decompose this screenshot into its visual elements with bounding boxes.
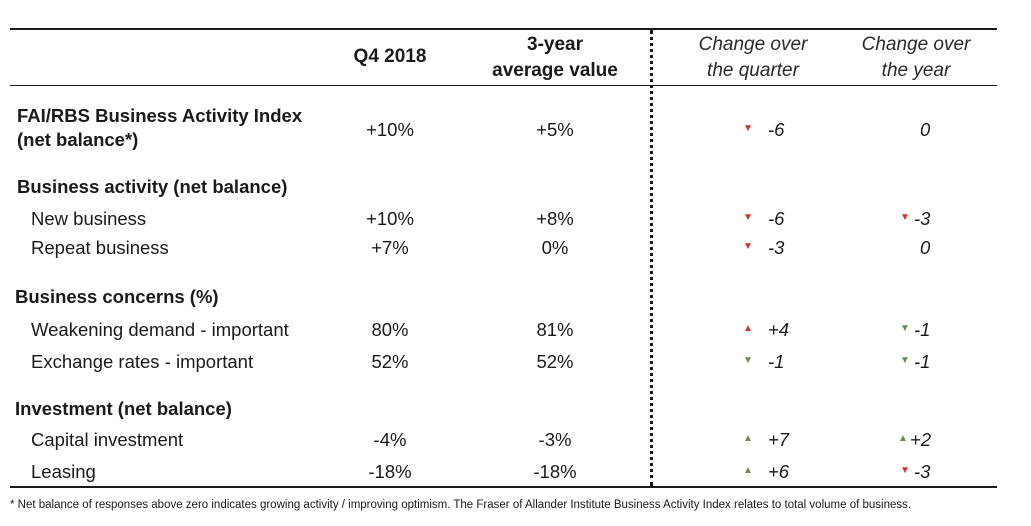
- table-row: Weakening demand - important 80% 81% ▲ +…: [0, 319, 1031, 349]
- avg-value: +8%: [536, 208, 574, 229]
- avg-value: -18%: [533, 461, 577, 482]
- bottom-rule: [10, 486, 997, 488]
- header-change-year: Change over the year: [841, 32, 991, 84]
- section-title: Business activity (net balance): [17, 176, 288, 197]
- header-avg-line2: average value: [492, 60, 618, 81]
- chg-y-value: 0: [920, 237, 931, 258]
- q4-value: 80%: [371, 319, 409, 340]
- section-header: Business activity (net balance): [0, 176, 1031, 206]
- header-rule: [10, 85, 997, 86]
- section-title: Business concerns (%): [15, 286, 219, 307]
- up-arrow-icon: ▲: [898, 433, 908, 444]
- chg-y-value: -1: [914, 351, 931, 372]
- up-arrow-icon: ▲: [743, 465, 753, 476]
- table-row: Leasing -18% -18% ▲ +6 ▼ -3: [0, 461, 1031, 491]
- table-row: Capital investment -4% -3% ▲ +7 ▲ +2: [0, 429, 1031, 459]
- row-label-line2: (net balance*): [17, 129, 139, 150]
- up-arrow-icon: ▲: [743, 323, 753, 334]
- down-arrow-icon: ▼: [743, 212, 753, 223]
- avg-value: 0%: [541, 237, 569, 258]
- chg-y-value: -3: [914, 208, 931, 229]
- down-arrow-icon: ▼: [900, 355, 910, 366]
- avg-value: 81%: [536, 319, 574, 340]
- chg-y-value: -1: [914, 319, 931, 340]
- row-label-line1: FAI/RBS Business Activity Index: [17, 105, 303, 126]
- table-row: Exchange rates - important 52% 52% ▼ -1 …: [0, 351, 1031, 381]
- chg-q-value: -6: [768, 208, 785, 229]
- header-q4-text: Q4 2018: [353, 46, 427, 67]
- header-chg-q-line2: the quarter: [707, 60, 799, 81]
- q4-value: -4%: [373, 429, 407, 450]
- q4-value: +10%: [366, 119, 414, 140]
- header-q4: Q4 2018: [340, 44, 440, 70]
- header-3yr-average: 3-year average value: [480, 32, 630, 84]
- top-rule: [10, 28, 997, 30]
- avg-value: +5%: [536, 119, 574, 140]
- row-label: Repeat business: [31, 237, 169, 258]
- chg-q-value: +7: [768, 429, 790, 450]
- q4-value: 52%: [371, 351, 409, 372]
- down-arrow-icon: ▼: [743, 241, 753, 252]
- q4-value: +10%: [366, 208, 414, 229]
- avg-value: -3%: [538, 429, 572, 450]
- table-row-index: FAI/RBS Business Activity Index (net bal…: [0, 104, 1031, 150]
- table-row: New business +10% +8% ▼ -6 ▼ -3: [0, 208, 1031, 238]
- chg-y-value: 0: [920, 119, 931, 140]
- section-title: Investment (net balance): [15, 398, 232, 419]
- row-label: Weakening demand - important: [31, 319, 289, 340]
- header-chg-y-line2: the year: [881, 60, 951, 81]
- chg-q-value: -6: [768, 119, 785, 140]
- header-chg-y-line1: Change over: [861, 34, 971, 55]
- dotted-separator: [650, 30, 653, 486]
- section-header: Investment (net balance): [0, 398, 1031, 428]
- footnote: * Net balance of responses above zero in…: [10, 499, 912, 511]
- header-avg-line1: 3-year: [527, 34, 583, 55]
- q4-value: +7%: [371, 237, 409, 258]
- down-arrow-icon: ▼: [900, 465, 910, 476]
- table-row: Repeat business +7% 0% ▼ -3 0: [0, 237, 1031, 267]
- row-label: Exchange rates - important: [31, 351, 254, 372]
- down-arrow-icon: ▼: [900, 212, 910, 223]
- header-change-quarter: Change over the quarter: [678, 32, 828, 84]
- row-label: Leasing: [31, 461, 96, 482]
- chg-y-value: -3: [914, 461, 931, 482]
- chg-q-value: +4: [768, 319, 790, 340]
- row-label: FAI/RBS Business Activity Index (net bal…: [17, 104, 302, 152]
- header-chg-q-line1: Change over: [698, 34, 808, 55]
- up-arrow-icon: ▲: [743, 433, 753, 444]
- down-arrow-icon: ▼: [743, 355, 753, 366]
- chg-y-value: +2: [910, 429, 932, 450]
- avg-value: 52%: [536, 351, 574, 372]
- q4-value: -18%: [368, 461, 412, 482]
- chg-q-value: -1: [768, 351, 785, 372]
- chg-q-value: +6: [768, 461, 790, 482]
- row-label: Capital investment: [31, 429, 184, 450]
- down-arrow-icon: ▼: [900, 323, 910, 334]
- down-arrow-icon: ▼: [743, 123, 753, 134]
- section-header: Business concerns (%): [0, 286, 1031, 316]
- chg-q-value: -3: [768, 237, 785, 258]
- row-label: New business: [31, 208, 147, 229]
